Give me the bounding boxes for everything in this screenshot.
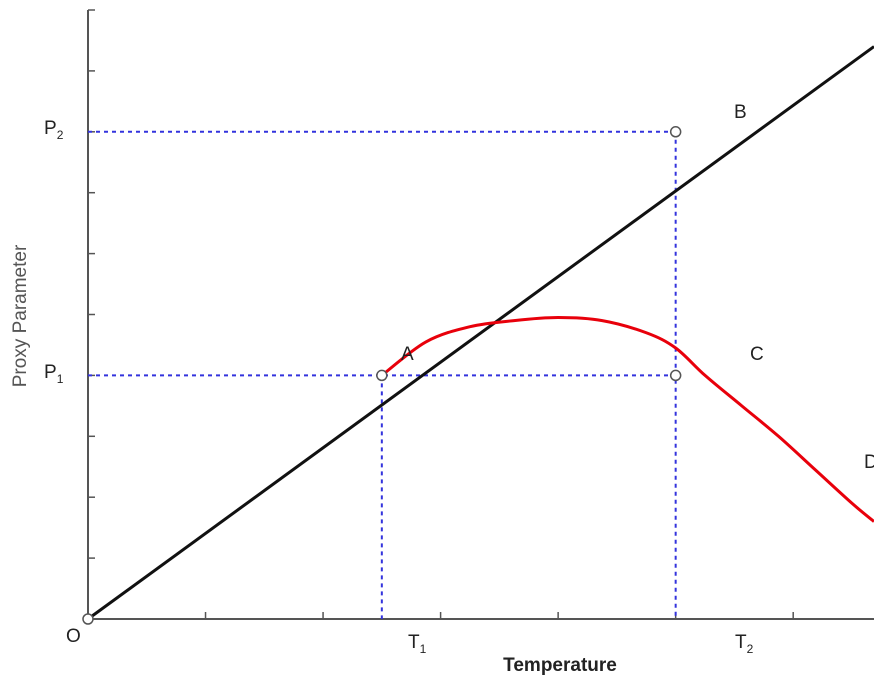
point-label-o: O [66,626,81,647]
point-markers [82,126,682,625]
y-axis-title: Proxy Parameter [10,244,31,387]
curve-series-line [380,316,874,523]
point-marker-a [376,369,388,382]
point-label-d: D [864,452,874,473]
point-label-c: C [750,344,764,365]
series-lines [87,45,874,621]
y-mark-p2: P2 [44,118,64,142]
y-mark-p1: P1 [44,362,64,386]
axes [87,9,874,620]
point-marker-o [82,613,94,625]
linear-series-line [87,45,874,621]
point-marker-b [669,126,682,138]
point-label-a: A [401,344,414,365]
point-marker-c [669,369,682,382]
x-mark-t2: T2 [735,632,754,656]
point-label-b: B [734,102,747,123]
x-mark-t1: T1 [408,632,427,656]
x-axis-title: Temperature [503,655,617,676]
